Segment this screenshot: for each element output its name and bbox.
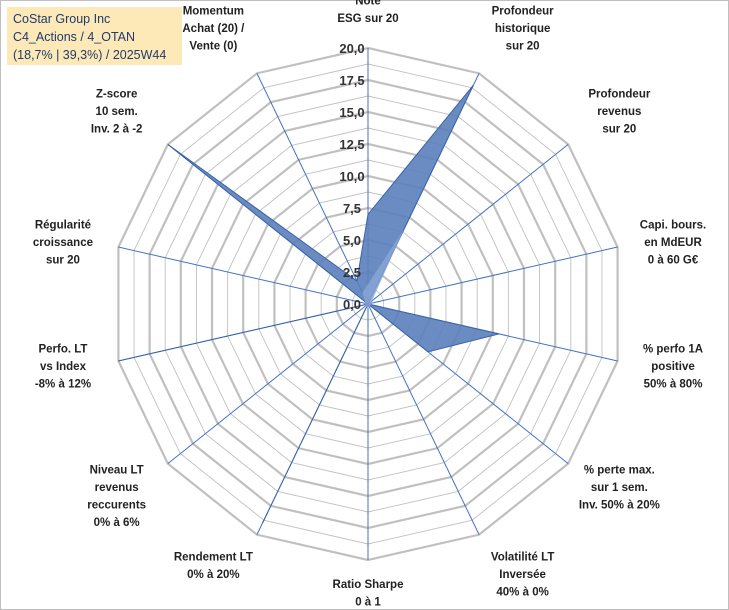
tick-label: 20,0: [339, 41, 364, 56]
axis-label: Profondeur revenus sur 20: [588, 89, 650, 136]
axis-label-line: Vente (0): [189, 41, 237, 53]
axis-label-line: 0% à 20%: [187, 569, 239, 581]
axis-spoke: [367, 143, 569, 305]
axis-spoke: [118, 246, 369, 305]
axis-spoke: [367, 303, 480, 535]
tick-label: 12,5: [339, 137, 364, 152]
axis-label-line: Momentum: [183, 6, 244, 18]
axis-label-line: ESG sur 20: [337, 13, 398, 25]
tick-layer: 0,0 2,5 5,0 7,5 10,0 12,5 15,0 17,5 20,0: [339, 41, 364, 312]
company-name: CoStar Group Inc: [13, 12, 111, 26]
chart-title-box: CoStar Group Inc C4_Actions / 4_OTAN (18…: [7, 7, 182, 65]
axis-label-line: Inv. 50% à 20%: [579, 499, 660, 511]
axis-label-line: Niveau LT: [90, 464, 144, 476]
data-layer: [118, 84, 500, 524]
axis-label: Capi. bours. en MdEUR 0 à 60 G€: [640, 220, 706, 267]
axis-label-line: % perte max.: [584, 464, 655, 476]
axis-label-line: Z-score: [96, 89, 138, 101]
tick-label: 15,0: [339, 105, 364, 120]
axis-label: Ratio Sharpe 0 à 1: [333, 579, 404, 609]
axis-label: Z-score 10 sem. Inv. 2 à -2: [91, 89, 143, 136]
axis-label: Niveau LT revenus reccurents 0% à 6%: [87, 464, 146, 528]
axis-label-line: positive: [651, 361, 694, 373]
axis-label-line: Rendement LT: [174, 551, 253, 563]
tick-label: 10,0: [339, 169, 364, 184]
secondary-series-polygon: [362, 229, 405, 308]
axis-label-line: 0% à 6%: [94, 517, 140, 529]
axis-label-line: reccurents: [87, 499, 146, 511]
axis-label-line: Volatilité LT: [491, 551, 554, 563]
axis-label-line: croissance: [33, 237, 93, 249]
axis-label-line: historique: [495, 23, 551, 35]
axis-label-line: % perfo 1A: [643, 343, 703, 355]
axis-label-line: revenus: [597, 106, 641, 118]
axis-spoke: [367, 246, 618, 305]
axis-label-line: Note: [355, 0, 381, 8]
tick-label: 2,5: [343, 265, 361, 280]
axis-label-line: 10 sem.: [96, 106, 138, 118]
axis-label-line: -8% à 12%: [35, 378, 91, 390]
axis-label-line: Profondeur: [492, 6, 554, 18]
axis-label-line: 40% à 0%: [496, 586, 548, 598]
performance-summary: (18,7% | 39,3%) / 2025W44: [13, 48, 167, 62]
axis-label-line: en MdEUR: [644, 237, 702, 249]
tick-label: 0,0: [343, 297, 361, 312]
axis-label-line: sur 20: [602, 124, 636, 136]
axis-label: Rendement LT 0% à 20%: [174, 551, 253, 581]
axis-label-line: Inversée: [499, 569, 546, 581]
axis-label: Note ESG sur 20: [337, 0, 398, 25]
tick-label: 5,0: [343, 233, 361, 248]
axis-label: Momentum Achat (20) / Vente (0): [182, 6, 245, 53]
axis-label-line: sur 20: [506, 41, 540, 53]
axis-label-line: revenus: [95, 482, 139, 494]
tick-label: 17,5: [339, 73, 364, 88]
axis-label-line: 50% à 80%: [644, 378, 703, 390]
axis-spoke: [256, 73, 369, 305]
axis-label-line: Régularité: [35, 220, 91, 232]
axis-label: % perte max. sur 1 sem. Inv. 50% à 20%: [579, 464, 660, 511]
label-layer: Note ESG sur 20 Profondeur historique sur 20…: [33, 0, 706, 609]
axis-spoke: [167, 303, 369, 465]
axis-label-line: Capi. bours.: [640, 220, 706, 232]
axis-label-line: 0 à 60 G€: [648, 255, 699, 267]
axis-label: % perfo 1A positive 50% à 80%: [643, 343, 703, 390]
axis-label-line: vs Index: [40, 361, 87, 373]
axis-label-line: Perfo. LT: [38, 343, 87, 355]
axis-label-line: 0 à 1: [355, 597, 381, 609]
axis-label-line: Achat (20) /: [182, 23, 245, 35]
axis-label: Régularité croissance sur 20: [33, 220, 93, 267]
axis-label-line: Inv. 2 à -2: [91, 124, 143, 136]
axis-label: Volatilité LT Inversée 40% à 0%: [491, 551, 554, 598]
portfolio-label: C4_Actions / 4_OTAN: [13, 30, 136, 44]
axis-label: Profondeur historique sur 20: [492, 6, 554, 53]
axis-label-line: sur 1 sem.: [591, 482, 648, 494]
axis-label-line: Ratio Sharpe: [333, 579, 404, 591]
tick-label: 7,5: [343, 201, 361, 216]
axis-label: Perfo. LT vs Index -8% à 12%: [35, 343, 91, 390]
axis-label-line: sur 20: [46, 255, 80, 267]
axis-label-line: Profondeur: [588, 89, 650, 101]
